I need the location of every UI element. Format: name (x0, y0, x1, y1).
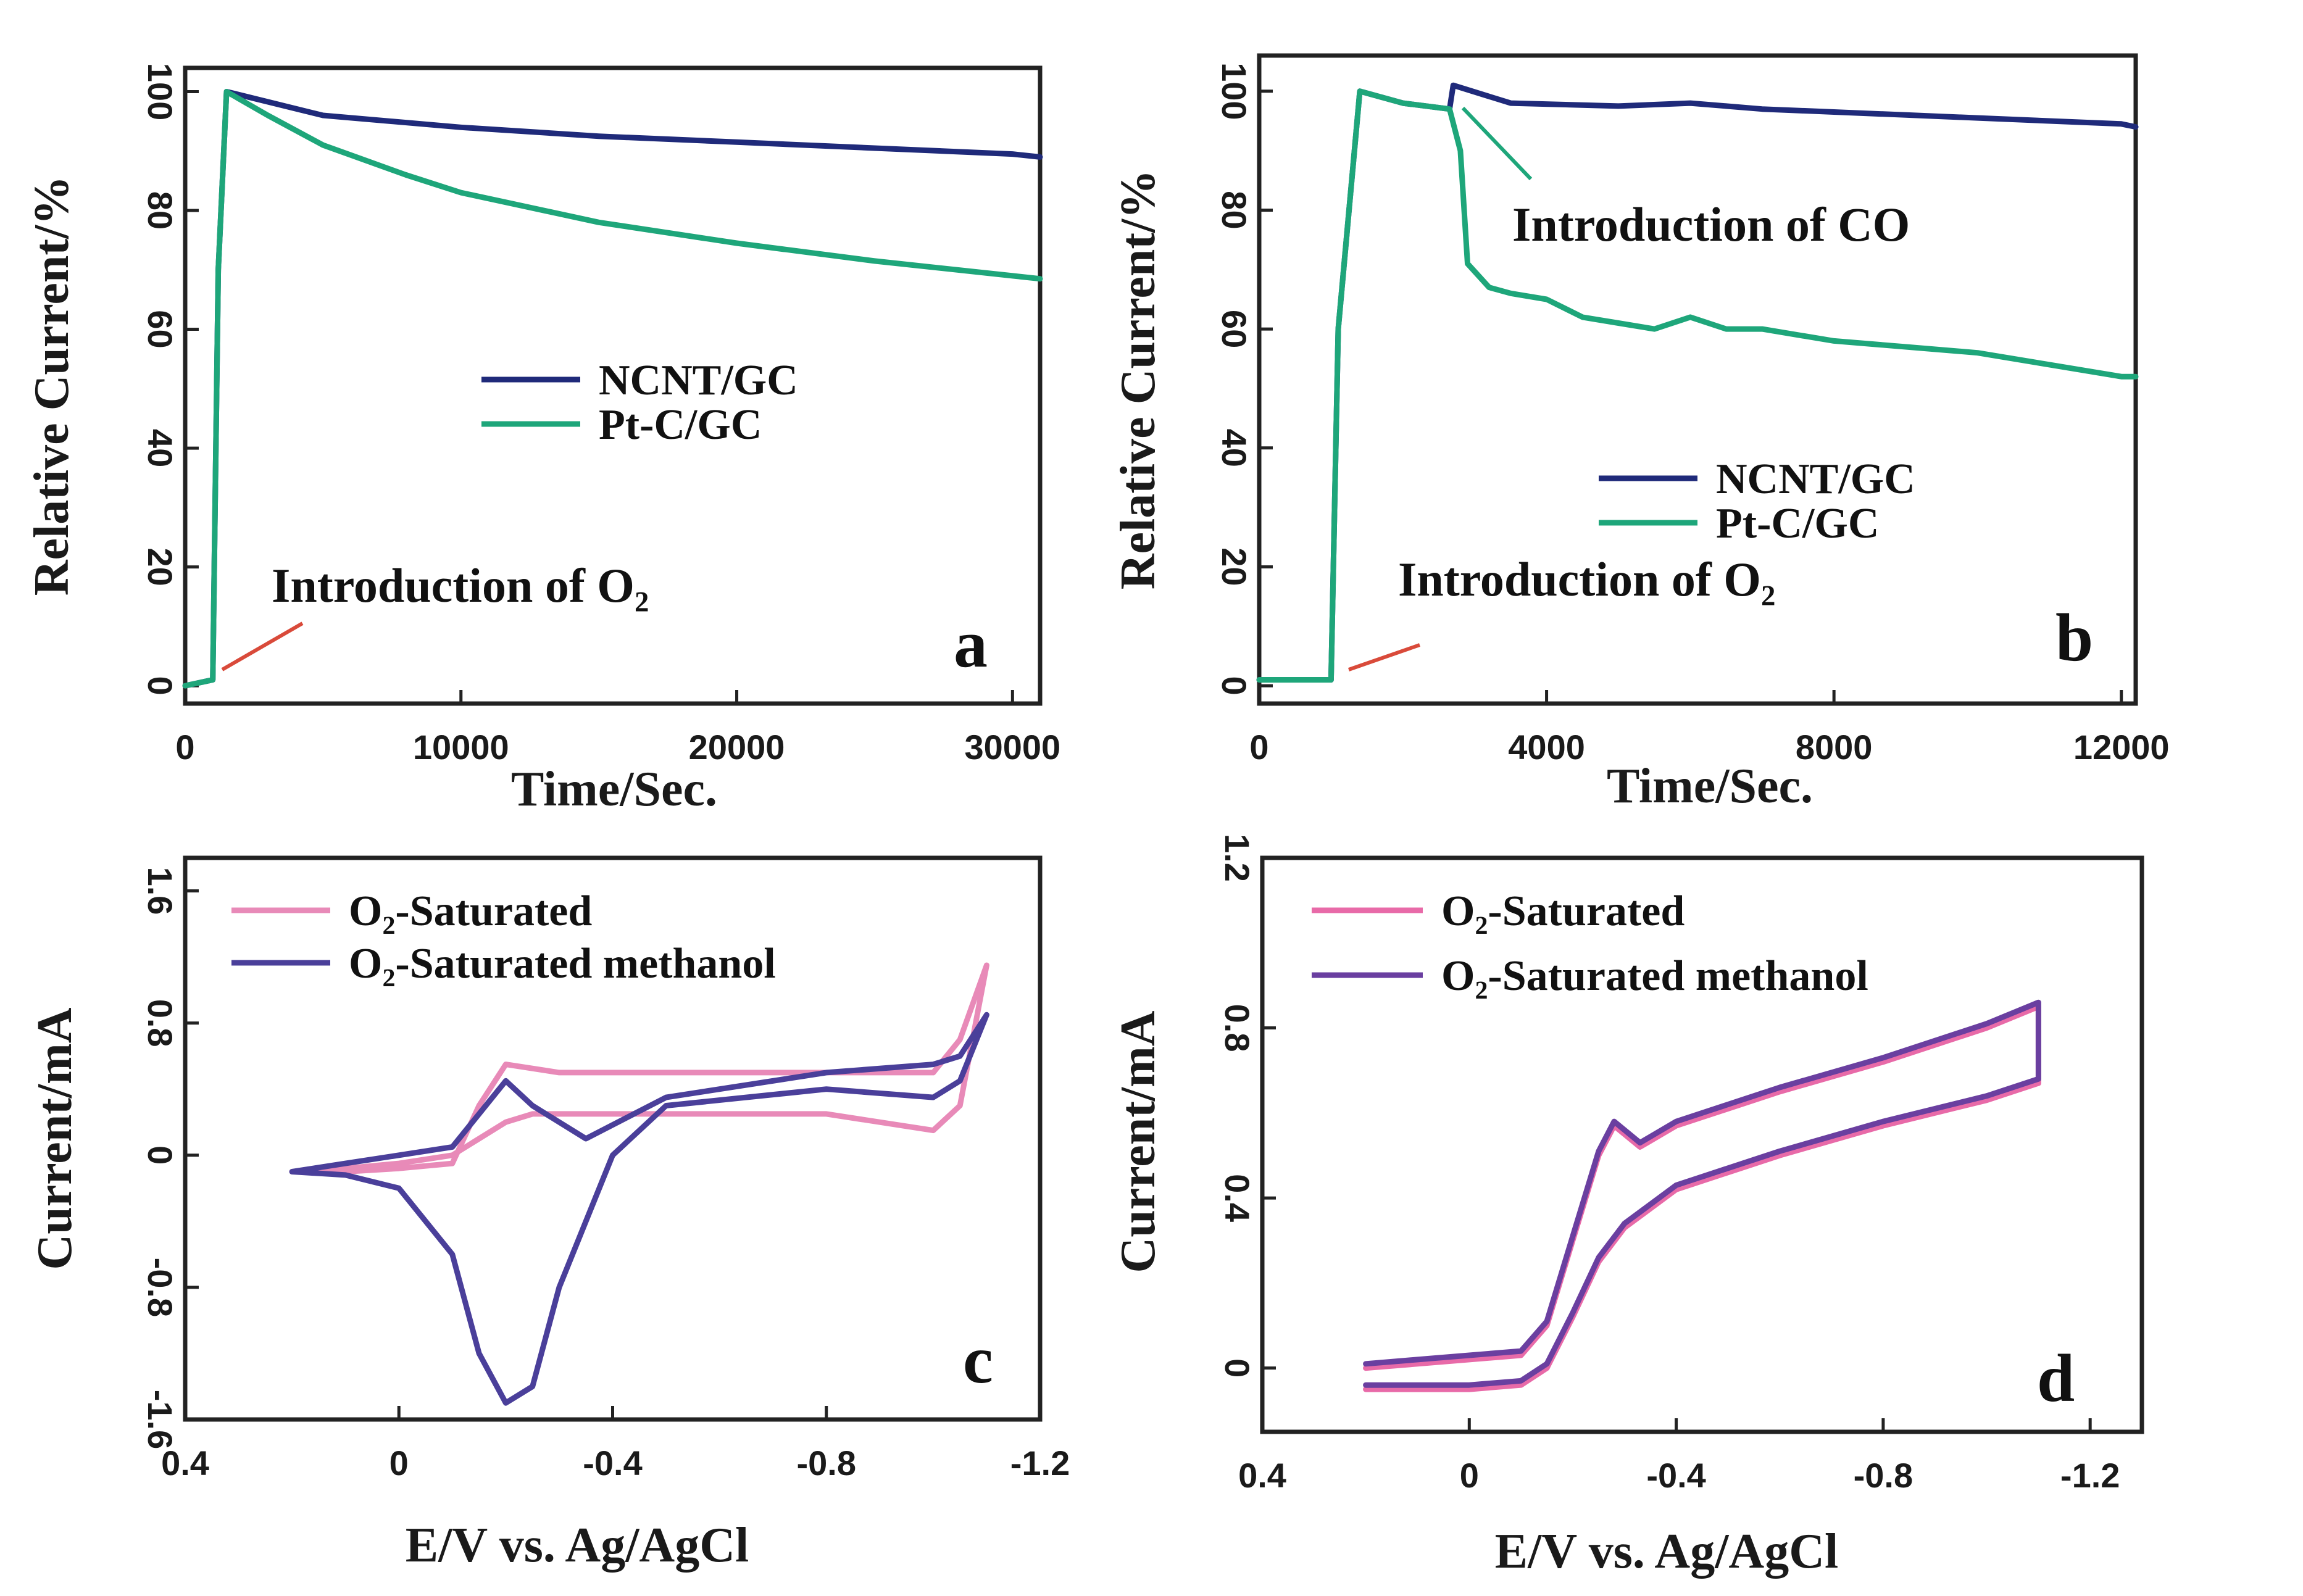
y-tick-label: 0 (1215, 676, 1254, 696)
x-tick-label: -1.2 (1010, 1444, 1070, 1482)
x-tick-label: 4000 (1508, 728, 1585, 767)
y-tick-label: -0.8 (141, 1258, 180, 1318)
y-tick-label: 100 (1215, 62, 1254, 120)
x-axis-label: E/V vs. Ag/AgCl (1495, 1524, 1838, 1579)
y-tick-label: 0.8 (1218, 1004, 1257, 1052)
x-axis-label: E/V vs. Ag/AgCl (406, 1518, 749, 1573)
x-tick-label: 0 (175, 728, 194, 767)
panel-d: 0.4 0 -0.4 -0.8 -1.2 0 0.4 0.8 1.2 E/V vs. Ag/AgC… (1111, 834, 2144, 1579)
panel-b: 0 4000 8000 12000 0 20 40 60 80 100 Time/Sec. Relat… (1111, 53, 2170, 813)
y-tick-label: 1.6 (141, 867, 180, 915)
panel-c: 0.4 0 -0.4 -0.8 -1.2 -1.6 -0.8 0 0.8 1.6 E/V vs. A… (28, 855, 1070, 1573)
x-tick-label: 0 (389, 1444, 409, 1482)
legend-label: Pt-C/GC (1716, 500, 1879, 547)
series-line-o2-saturated (1363, 1004, 2041, 1392)
x-tick-label: -1.2 (2060, 1456, 2120, 1495)
y-tick-label: 0.8 (141, 999, 180, 1047)
series-line-pt-c-gc (1256, 88, 2139, 683)
y-tick-label: 60 (141, 310, 180, 348)
x-tick-label: 10000 (413, 728, 509, 767)
x-tick-label: 0 (1249, 728, 1268, 767)
panel-letter: b (2055, 600, 2093, 675)
panel-a: 0 10000 20000 30000 0 20 40 60 80 100 Time/Sec. Rel… (25, 63, 1060, 817)
x-tick-label: -0.4 (1646, 1456, 1706, 1495)
x-tick-label: 12000 (2073, 728, 2170, 767)
y-tick-label: -1.6 (141, 1390, 180, 1450)
legend-label: O₂-Saturated methanol (1441, 952, 1868, 1000)
y-tick-label: 20 (141, 547, 180, 586)
x-tick-label: 0.4 (1238, 1456, 1286, 1495)
plot-frame (1257, 53, 2138, 706)
legend-label: Pt-C/GC (599, 401, 762, 449)
y-tick-label: 1.2 (1218, 834, 1257, 882)
x-tick-label: -0.8 (797, 1444, 857, 1482)
y-tick-label: 0 (141, 676, 180, 696)
x-tick-label: 8000 (1796, 728, 1873, 767)
annotation-arrow (1348, 643, 1420, 671)
y-tick-label: 80 (1215, 191, 1254, 229)
y-axis-label: Relative Current/% (1111, 170, 1165, 590)
x-tick-label: -0.4 (583, 1444, 643, 1482)
annotation-arrow (221, 621, 304, 671)
y-tick-label: 60 (1215, 310, 1254, 348)
x-tick-label: 20000 (689, 728, 785, 767)
x-tick-label: -0.8 (1854, 1456, 1914, 1495)
y-tick-label: 80 (141, 191, 180, 230)
y-axis-label: Current/mA (28, 1007, 82, 1270)
y-axis-label: Relative Current/% (25, 176, 79, 596)
x-axis-label: Time/Sec. (511, 762, 717, 817)
x-tick-label: 0.4 (161, 1444, 209, 1482)
panel-letter: d (2037, 1340, 2075, 1416)
annotation-text: Introduction of CO (1512, 197, 1910, 251)
y-tick-label: 20 (1215, 547, 1254, 586)
annotation-arrow (1461, 106, 1533, 181)
series-line-o2-saturated-methanol (1363, 999, 2041, 1388)
annotation-text: Introduction of O₂ (1398, 552, 1775, 606)
y-tick-label: 40 (1215, 429, 1254, 467)
y-tick-label: 0.4 (1218, 1174, 1257, 1222)
y-axis-label: Current/mA (1111, 1010, 1165, 1273)
x-axis-label: Time/Sec. (1607, 759, 1813, 813)
y-tick-label: 100 (141, 63, 180, 120)
y-tick-label: 40 (141, 429, 180, 467)
series-line-pt-c-gc (182, 89, 1043, 689)
panel-letter: a (954, 606, 988, 681)
y-tick-label: 0 (1218, 1358, 1257, 1378)
plot-frame (183, 65, 1043, 706)
legend-label: O₂-Saturated methanol (349, 940, 776, 987)
y-tick-label: 0 (141, 1145, 180, 1165)
x-tick-label: 0 (1460, 1456, 1479, 1495)
legend-label: NCNT/GC (1716, 455, 1915, 503)
legend-label: O₂-Saturated (349, 887, 592, 935)
legend-label: O₂-Saturated (1441, 887, 1685, 935)
annotation-text: Introduction of O₂ (272, 559, 649, 612)
series-line-o2-saturated-methanol (289, 1012, 989, 1406)
legend-label: NCNT/GC (599, 357, 798, 404)
panel-letter: c (963, 1322, 993, 1397)
plot-frame (1260, 855, 2144, 1434)
x-tick-label: 30000 (964, 728, 1060, 767)
